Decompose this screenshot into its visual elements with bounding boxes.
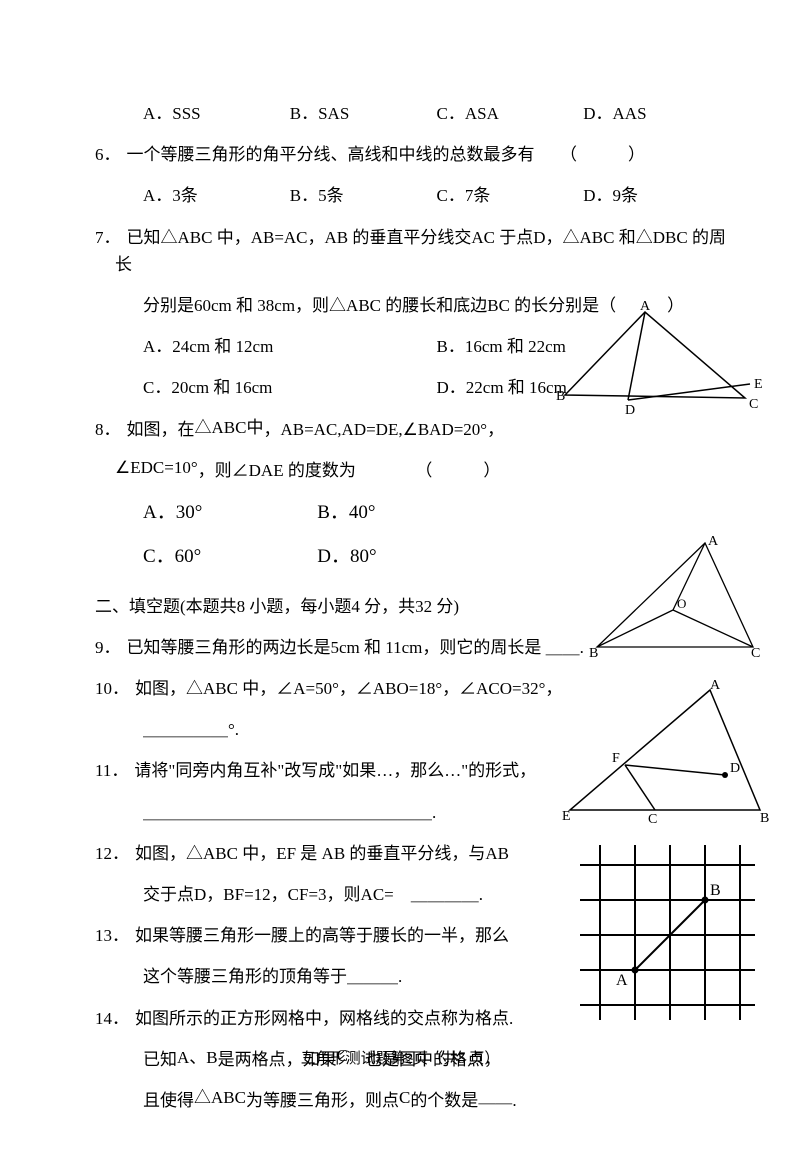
svg-text:B: B (710, 882, 721, 899)
q10-text1: 如图，△ABC 中，∠A=50°，∠ABO=18°，∠ACO=32°， (135, 679, 562, 698)
q12-num: 12． (95, 844, 135, 863)
q14-line3: 且使得△ABC为等腰三角形，则点C的个数是＿＿. (95, 1087, 730, 1114)
svg-text:B: B (589, 646, 598, 660)
svg-text:A: A (708, 535, 719, 549)
q5-opt-c: C．ASA (437, 100, 584, 127)
figure-q8: A B C D E (550, 300, 765, 420)
svg-text:C: C (648, 812, 657, 825)
q14-t3e: 的个数是 (410, 1091, 478, 1110)
svg-text:C: C (751, 646, 760, 660)
q8-t1c: ，AB=AC,AD=DE,∠BAD=20°， (263, 420, 504, 439)
svg-text:A: A (616, 972, 628, 989)
q8-t2b: ，则∠DAE 的度数为 （ ） (198, 461, 501, 480)
q13-num: 13． (95, 926, 135, 945)
q6-opt-b: B．5条 (290, 182, 437, 209)
q7-text1: 已知△ABC 中，AB=AC，AB 的垂直平分线交AC 于点D，△ABC 和△D… (115, 228, 726, 274)
q8-opt-a: A．30° (143, 498, 313, 528)
q5-options: A．SSS B．SAS C．ASA D．AAS (95, 100, 730, 127)
figure-q14: A B (580, 845, 755, 1020)
q8-options-ab: A．30° B．40° (95, 498, 730, 528)
svg-text:B: B (556, 389, 565, 404)
q7-opt-a: A．24cm 和 12cm (143, 333, 437, 360)
q5-opt-a: A．SSS (143, 100, 290, 127)
q8-opt-b: B．40° (317, 502, 375, 523)
svg-text:A: A (640, 300, 651, 314)
page-footer: 三角形测试题第2页（共5 页） (0, 1047, 800, 1071)
q8-opt-c: C．60° (143, 542, 313, 572)
q8-t1a: 如图，在 (127, 420, 195, 439)
q7-opt-c: C．20cm 和 16cm (143, 374, 437, 401)
q6: 6．一个等腰三角形的角平分线、高线和中线的总数最多有 （ ） (95, 141, 730, 168)
q6-options: A．3条 B．5条 C．7条 D．9条 (95, 182, 730, 209)
q14-text1: 如图所示的正方形网格中，网格线的交点称为格点. (135, 1009, 513, 1028)
q14-t3a: 且使得 (143, 1091, 194, 1110)
q14-t3f: ＿＿ (478, 1087, 512, 1106)
q6-opt-d: D．9条 (583, 182, 730, 209)
q13-text1: 如果等腰三角形一腰上的高等于腰长的一半，那么 (135, 926, 509, 945)
q14-t3b: △ABC (194, 1088, 246, 1107)
q8-line2: ∠EDC=10°，则∠DAE 的度数为 （ ） (95, 457, 730, 484)
svg-text:A: A (710, 680, 721, 693)
q8-t2a: ∠EDC=10° (115, 458, 198, 477)
svg-text:O: O (677, 596, 686, 611)
figure-q12: A B C D E F (560, 680, 770, 825)
q6-num: 6． (95, 145, 127, 164)
q9-num: 9． (95, 638, 127, 657)
q8-t1b: △ABC中 (195, 418, 264, 437)
svg-text:E: E (754, 377, 763, 392)
q7-num: 7． (95, 228, 127, 247)
q6-text: 一个等腰三角形的角平分线、高线和中线的总数最多有 （ ） (127, 145, 646, 164)
svg-text:D: D (730, 761, 740, 776)
svg-text:D: D (625, 403, 635, 418)
q6-opt-a: A．3条 (143, 182, 290, 209)
q14-num: 14． (95, 1009, 135, 1028)
q11-num: 11． (95, 761, 134, 780)
q6-opt-c: C．7条 (437, 182, 584, 209)
q7-line1: 7．已知△ABC 中，AB=AC，AB 的垂直平分线交AC 于点D，△ABC 和… (95, 224, 730, 278)
q14-t3c: 为等腰三角形，则点 (246, 1091, 399, 1110)
q11-text1: 请将"同旁内角互补"改写成"如果…，那么…"的形式， (134, 761, 536, 780)
q5-opt-b: B．SAS (290, 100, 437, 127)
q14-t3g: . (512, 1091, 516, 1110)
svg-text:E: E (562, 809, 571, 824)
q14-t3d: C (399, 1088, 410, 1107)
q9-text: 已知等腰三角形的两边长是5cm 和 11cm，则它的周长是 ＿＿. (127, 638, 584, 657)
q5-opt-d: D．AAS (583, 100, 730, 127)
q8-opt-d: D．80° (317, 546, 376, 567)
svg-text:C: C (749, 397, 758, 412)
q10-num: 10． (95, 679, 135, 698)
q8-num: 8． (95, 420, 127, 439)
svg-text:F: F (612, 751, 620, 766)
q12-text1: 如图，△ABC 中，EF 是 AB 的垂直平分线，与AB (135, 844, 509, 863)
figure-q10: A B C O (585, 535, 765, 660)
svg-text:B: B (760, 811, 769, 825)
